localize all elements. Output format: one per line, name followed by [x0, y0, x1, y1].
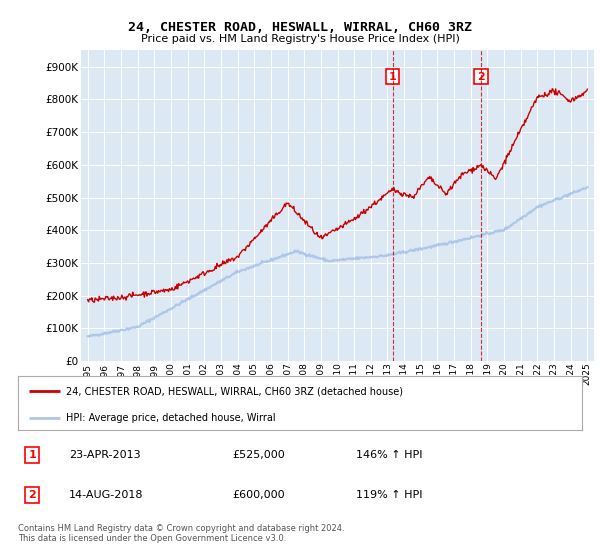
Text: 2: 2: [28, 490, 36, 500]
Text: Contains HM Land Registry data © Crown copyright and database right 2024.
This d: Contains HM Land Registry data © Crown c…: [18, 524, 344, 543]
Text: HPI: Average price, detached house, Wirral: HPI: Average price, detached house, Wirr…: [66, 413, 275, 423]
Text: £600,000: £600,000: [232, 490, 285, 500]
Text: 2: 2: [477, 72, 485, 82]
Text: Price paid vs. HM Land Registry's House Price Index (HPI): Price paid vs. HM Land Registry's House …: [140, 34, 460, 44]
Text: 1: 1: [28, 450, 36, 460]
Text: £525,000: £525,000: [232, 450, 285, 460]
Text: 146% ↑ HPI: 146% ↑ HPI: [356, 450, 423, 460]
Text: 24, CHESTER ROAD, HESWALL, WIRRAL, CH60 3RZ (detached house): 24, CHESTER ROAD, HESWALL, WIRRAL, CH60 …: [66, 386, 403, 396]
Text: 1: 1: [389, 72, 397, 82]
Text: 119% ↑ HPI: 119% ↑ HPI: [356, 490, 423, 500]
Text: 14-AUG-2018: 14-AUG-2018: [69, 490, 143, 500]
Text: 24, CHESTER ROAD, HESWALL, WIRRAL, CH60 3RZ: 24, CHESTER ROAD, HESWALL, WIRRAL, CH60 …: [128, 21, 472, 34]
Text: 23-APR-2013: 23-APR-2013: [69, 450, 140, 460]
